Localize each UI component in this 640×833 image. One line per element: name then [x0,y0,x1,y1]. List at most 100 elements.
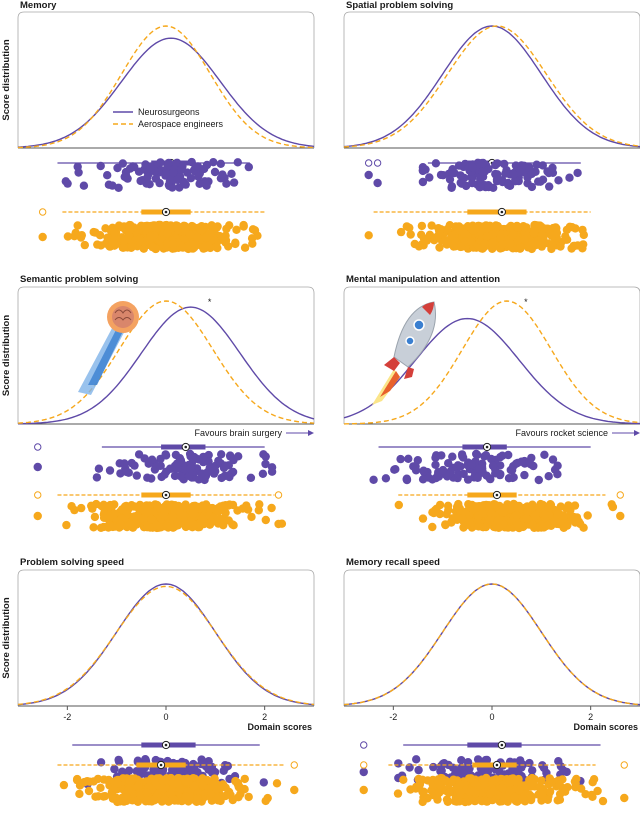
neurosurgeon-point [554,757,563,766]
aerospace-point [543,224,552,233]
neurosurgeon-point [475,464,484,474]
neurosurgeon-point [529,461,538,471]
median-marker-dot [485,445,489,449]
median-marker-dot [159,763,163,767]
aerospace-point [443,501,453,510]
neurosurgeon-point [534,475,543,485]
aerospace-point [93,774,103,784]
neurosurgeon-point [498,451,507,460]
neurosurgeon-point [527,169,536,179]
aerospace-point [417,230,426,239]
aerospace-point [118,223,127,232]
neurosurgeon-point [179,177,188,187]
neurosurgeon-point [411,466,421,475]
outlier-marker [620,761,628,769]
neurosurgeon-point [402,475,411,484]
neurosurgeon-point [217,450,226,459]
x-tick-label: -2 [389,712,397,722]
aerospace-point [417,221,427,231]
neurosurgeon-point [425,173,434,182]
neurosurgeon-point [132,471,141,480]
neurosurgeon-point [527,453,536,463]
aerospace-point [108,791,118,800]
median-marker-dot [184,445,188,449]
neurosurgeon-point [166,464,176,473]
aerospace-point [496,233,505,242]
aerospace-point [62,520,71,530]
aerospace-point [461,229,470,239]
aerospace-point [108,237,118,246]
neurosurgeon-point [565,173,574,182]
neurosurgeon-point [536,177,545,186]
neurosurgeon-point [458,453,468,462]
aerospace-point [106,503,116,512]
aerospace-point [160,508,169,517]
neurosurgeon-point [540,450,549,459]
outlier-marker [34,443,42,451]
panel-2: Semantic problem solving Score distributi… [1,274,315,533]
aerospace-point [419,787,428,796]
aerospace-point [125,776,134,785]
aerospace-point [218,504,228,513]
x-axis-title: Domain scores [573,722,638,732]
aerospace-point [206,504,215,513]
aerospace-point [244,792,253,802]
neurosurgeon-point [229,178,239,187]
aerospace-point [96,783,105,792]
aerospace-curve [17,25,315,149]
aerospace-point [113,797,122,807]
neurosurgeon-point [195,179,204,188]
aerospace-point [422,236,431,245]
neurosurgeon-point [222,179,231,188]
neurosurgeon-point [244,162,253,172]
aerospace-box [467,209,527,215]
aerospace-point [520,235,529,244]
aerospace-point [84,786,94,796]
aerospace-point [565,222,574,231]
neurosurgeon-point [161,169,171,178]
aerospace-point [255,500,264,509]
neurosurgeon-point [92,473,102,482]
aerospace-point [222,224,231,234]
favours-arrow-head [634,430,640,436]
aerospace-point [555,795,565,804]
neurosurgeon-point [105,466,115,475]
median-marker-dot [495,763,499,767]
neurosurgeon-point [444,459,453,468]
neurosurgeon-point [500,159,509,169]
aerospace-point [267,503,276,513]
x-tick-label: 2 [588,712,593,722]
outlier-marker [616,491,624,499]
neurosurgeon-point [394,759,403,768]
neurosurgeon-point [218,170,227,179]
aerospace-point [189,505,198,514]
aerospace-point [207,517,216,527]
neurosurgeon-point [261,452,270,461]
neurosurgeon-point [141,755,150,764]
neurosurgeon-point [504,180,513,190]
neurosurgeon-point [157,472,166,482]
aerospace-point [198,781,207,790]
neurosurgeon-point [447,183,456,192]
aerospace-point [165,222,174,232]
outlier-marker [38,208,47,216]
neurosurgeon-point [459,469,468,479]
aerospace-point [470,504,479,514]
aerospace-point [511,777,521,786]
neurosurgeon-point [545,182,554,191]
plot-frame [17,569,315,706]
aerospace-point [254,506,263,515]
neurosurgeon-point [520,470,529,480]
aerospace-point [489,500,499,509]
aerospace-point [193,794,202,803]
aerospace-point [508,230,517,239]
neurosurgeon-point [445,175,455,184]
aerospace-point [261,796,270,806]
neurosurgeon-point [259,778,268,787]
neurosurgeon-point [194,172,203,181]
neurosurgeon-point [559,766,568,775]
aerospace-point [578,225,587,235]
neurosurgeon-point [197,755,206,764]
aerospace-point [261,515,270,525]
aerospace-point [481,522,491,532]
